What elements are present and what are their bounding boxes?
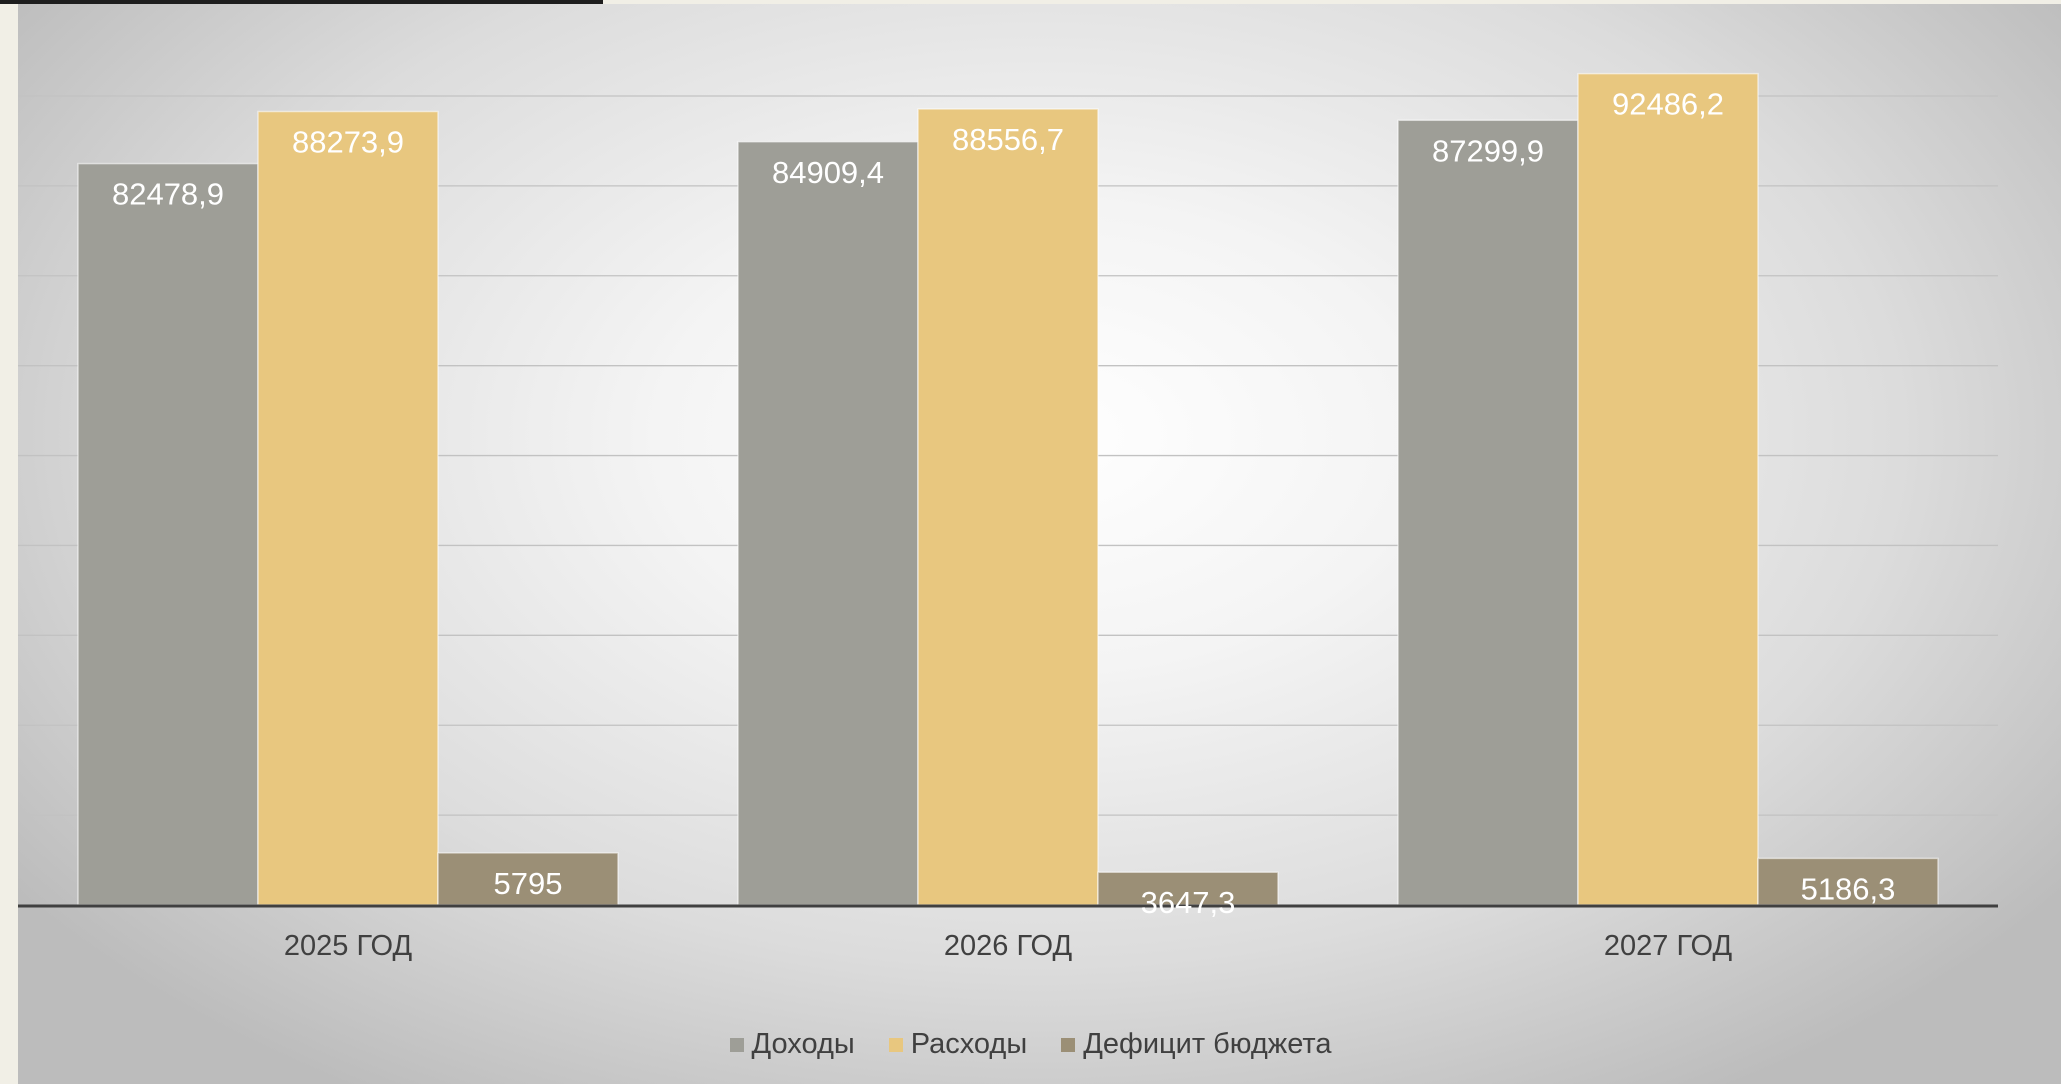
bars xyxy=(77,72,1939,906)
bar xyxy=(1397,119,1579,906)
data-label: 3647,3 xyxy=(1141,885,1236,920)
legend-item: Доходы xyxy=(729,1028,855,1061)
data-label: 82478,9 xyxy=(112,177,224,212)
category-label: 2027 ГОД xyxy=(1604,930,1733,962)
legend-swatch xyxy=(729,1037,744,1052)
category-label: 2026 ГОД xyxy=(944,930,1073,962)
bar xyxy=(257,110,439,906)
data-labels: 82478,9 88273,9 5795 84909,4 88556,7 3647,3 87… xyxy=(112,87,1895,921)
category-label: 2025 ГОД xyxy=(284,930,413,962)
data-label: 88273,9 xyxy=(292,125,404,160)
legend-swatch xyxy=(888,1037,903,1052)
data-label: 87299,9 xyxy=(1432,133,1544,168)
bar xyxy=(1097,871,1279,906)
legend-item: Дефицит бюджета xyxy=(1061,1028,1331,1061)
bar xyxy=(737,141,919,906)
legend: Доходы Расходы Дефицит бюджета xyxy=(0,1028,2061,1061)
legend-item: Расходы xyxy=(888,1028,1028,1061)
data-label: 5186,3 xyxy=(1801,871,1896,906)
data-label: 88556,7 xyxy=(952,122,1064,157)
legend-label: Расходы xyxy=(910,1028,1028,1060)
legend-label: Доходы xyxy=(751,1028,855,1060)
bar xyxy=(77,162,259,906)
data-label: 92486,2 xyxy=(1612,87,1724,122)
legend-label: Дефицит бюджета xyxy=(1083,1028,1332,1060)
bar xyxy=(1757,857,1939,906)
bar xyxy=(917,108,1099,906)
bar xyxy=(1577,72,1759,906)
top-edge-bar xyxy=(0,0,603,4)
data-label: 84909,4 xyxy=(772,155,884,190)
data-label: 5795 xyxy=(494,866,563,901)
category-labels: 2025 ГОД 2026 ГОД 2027 ГОД xyxy=(284,930,1733,962)
legend-swatch xyxy=(1061,1037,1076,1052)
